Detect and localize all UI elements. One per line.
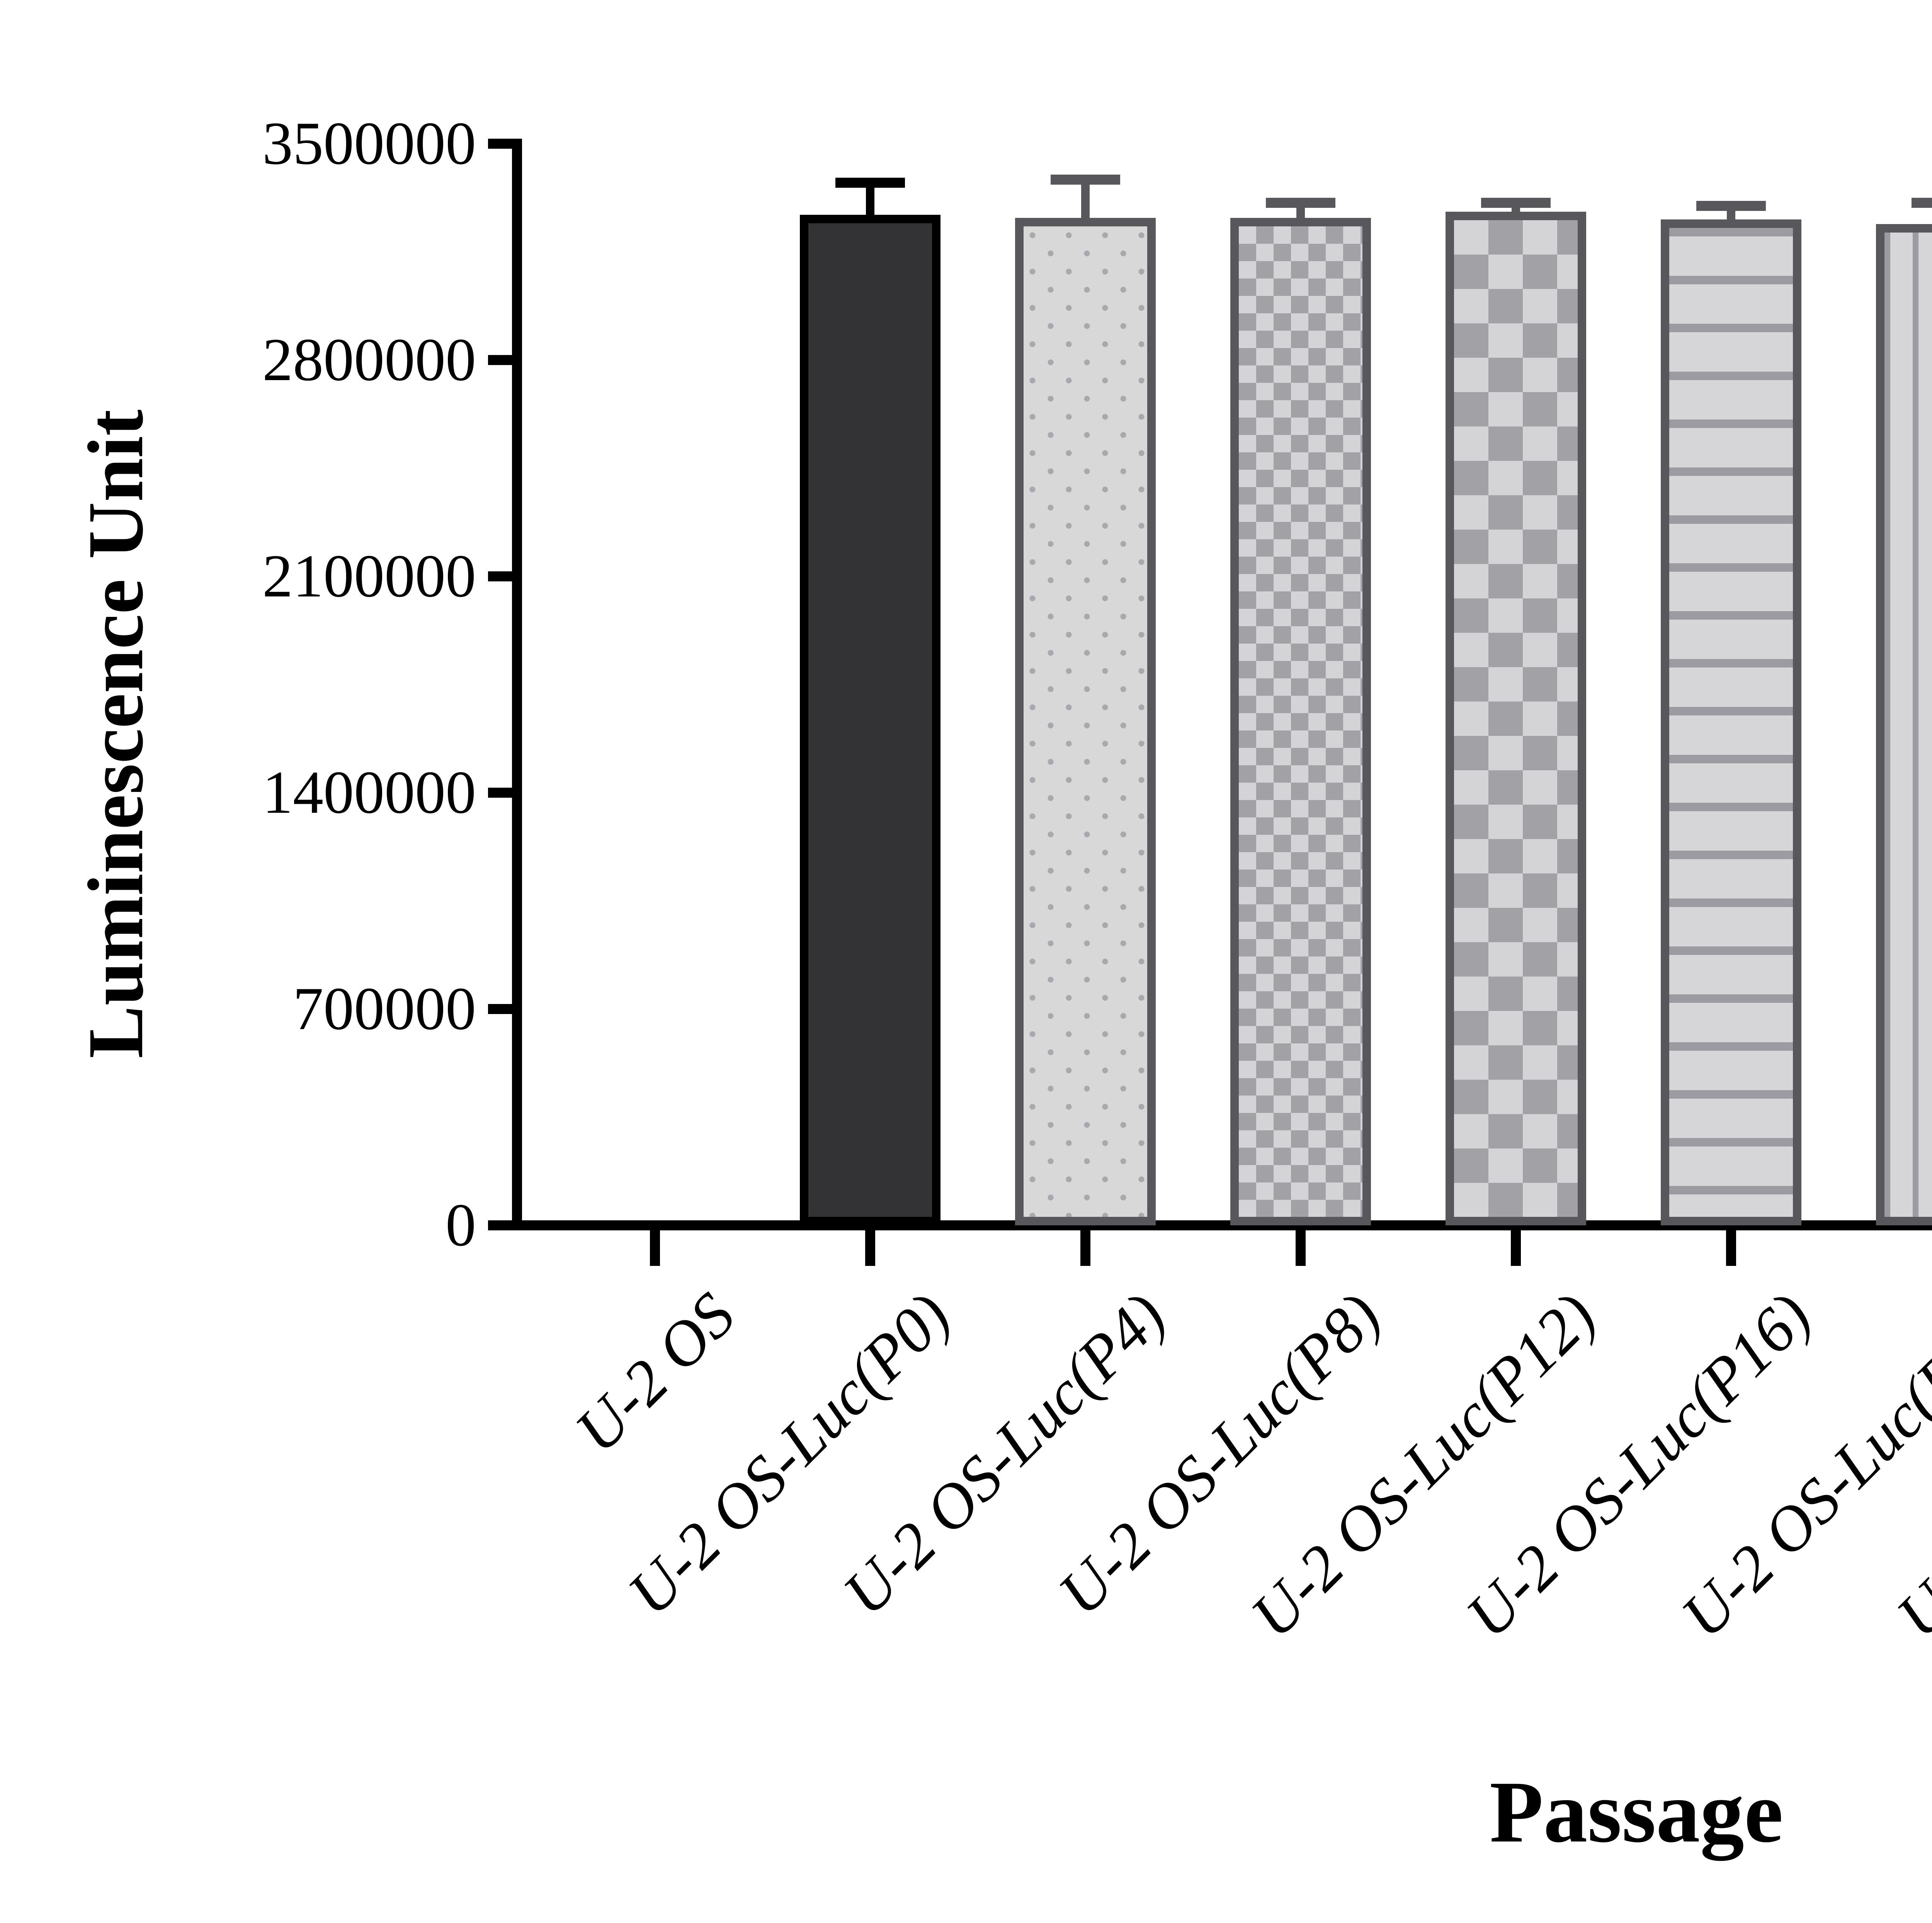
- y-axis-line: [512, 139, 522, 1230]
- error-bar-whisker: [866, 183, 874, 215]
- error-bar-cap: [1696, 201, 1766, 211]
- y-tick-label: 0: [446, 1191, 476, 1259]
- y-tick: [488, 1004, 512, 1014]
- y-tick: [488, 1220, 512, 1230]
- error-bar-cap: [1051, 175, 1120, 185]
- y-tick: [488, 788, 512, 798]
- y-tick-label: 700000: [293, 975, 476, 1043]
- bar: [1876, 224, 1932, 1225]
- x-tick: [1296, 1230, 1306, 1266]
- y-tick-label: 2800000: [262, 326, 476, 394]
- y-tick: [488, 571, 512, 581]
- x-tick: [1511, 1230, 1521, 1266]
- bar: [1446, 212, 1586, 1225]
- error-bar-cap: [1266, 198, 1335, 208]
- x-tick: [1726, 1230, 1736, 1266]
- y-tick-label: 1400000: [262, 759, 476, 826]
- y-tick: [488, 139, 512, 149]
- bar: [1661, 219, 1801, 1225]
- bar: [1015, 218, 1156, 1225]
- x-tick: [1080, 1230, 1090, 1266]
- error-bar-cap: [1912, 198, 1932, 208]
- x-tick: [650, 1230, 660, 1266]
- x-axis-title: Passage: [1490, 1763, 1783, 1861]
- error-bar-cap: [1481, 198, 1551, 208]
- x-category-label: U-2 OS: [561, 1279, 748, 1466]
- bar: [800, 215, 940, 1225]
- y-axis-title: Luminescence Unit: [72, 409, 160, 1058]
- error-bar-whisker: [1081, 180, 1090, 218]
- x-tick: [865, 1230, 875, 1266]
- y-tick-label: 3500000: [262, 110, 476, 177]
- y-tick: [488, 355, 512, 365]
- bar: [1230, 218, 1371, 1225]
- y-tick-label: 2100000: [262, 542, 476, 610]
- error-bar-cap: [835, 178, 905, 188]
